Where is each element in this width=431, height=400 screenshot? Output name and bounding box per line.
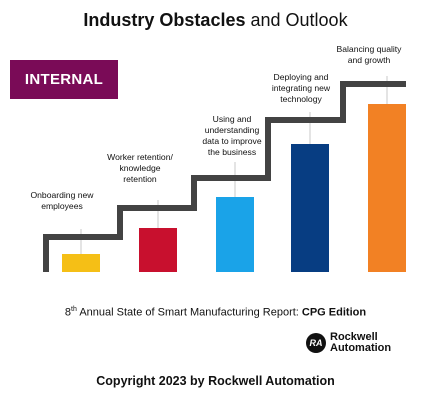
bar xyxy=(368,104,406,272)
bar xyxy=(62,254,100,272)
staircase-diagram xyxy=(43,76,406,272)
step-label-line: understanding xyxy=(204,125,260,135)
step-label-line: technology xyxy=(280,94,322,104)
internal-badge: INTERNAL xyxy=(10,60,118,99)
step-label: Using and understanding data to improve the… xyxy=(187,114,277,158)
title-rest: and Outlook xyxy=(250,10,348,30)
report-line: 8th Annual State of Smart Manufacturing … xyxy=(0,306,431,319)
step-label-line: Onboarding new xyxy=(30,190,94,200)
step-label-line: data to improve xyxy=(202,136,262,146)
step-label-line: integrating new xyxy=(271,83,331,93)
logo-line2: Automation xyxy=(330,342,392,354)
copyright: Copyright 2023 by Rockwell Automation xyxy=(96,374,335,388)
report-text: Annual State of Smart Manufacturing Repo… xyxy=(76,306,302,319)
title-bold: Industry Obstacles xyxy=(83,10,246,30)
bar xyxy=(291,144,329,272)
bar xyxy=(139,228,177,272)
step-label: Worker retention/knowledge retention xyxy=(95,152,185,185)
step-label-line: and growth xyxy=(347,55,391,65)
report-ordinal-suffix: th xyxy=(71,306,77,313)
step-label-line: Using and xyxy=(212,114,252,124)
step-label-line: knowledge xyxy=(119,163,161,173)
bars xyxy=(62,104,406,272)
staircase-line xyxy=(43,81,406,272)
step-label-line: Balancing quality xyxy=(336,44,402,54)
logo-line1: Rockwell xyxy=(330,331,378,343)
step-label-line: the business xyxy=(207,147,257,157)
step-label: Deploying and integrating new technology xyxy=(256,72,346,105)
step-label-line: Worker retention/ xyxy=(107,152,173,162)
ra-logo-icon: RA xyxy=(306,333,326,353)
bar xyxy=(216,197,254,272)
step-label-line: employees xyxy=(41,201,83,211)
report-ordinal: 8 xyxy=(64,306,72,319)
rockwell-logo: RA Rockwell Automation xyxy=(306,332,391,354)
step-label-line: retention xyxy=(123,174,157,184)
step-label: Onboarding new employees xyxy=(17,190,107,212)
report-edition: CPG Edition xyxy=(301,306,367,319)
step-label-line: Deploying and xyxy=(273,72,329,82)
page-title: Industry Obstacles and Outlook xyxy=(0,10,431,31)
step-label: Balancing quality and growth xyxy=(324,44,414,66)
logo-text: Rockwell Automation xyxy=(330,332,391,354)
